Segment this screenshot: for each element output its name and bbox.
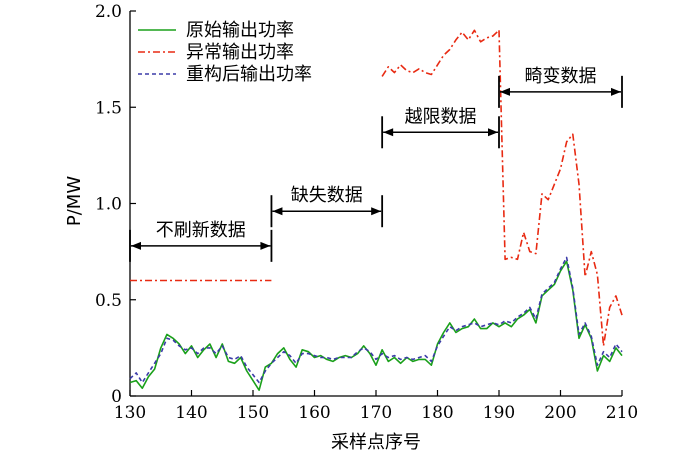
annotations: 不刷新数据 缺失数据 越限数据 畸变数据 [129, 66, 623, 262]
series-line-3 [129, 256, 623, 384]
x-tick-label: 190 [483, 403, 515, 423]
annotation-arrowhead [260, 241, 271, 250]
annotation-arrowhead [488, 128, 498, 137]
x-tick-label: 180 [421, 403, 453, 423]
plot-area [129, 29, 623, 392]
x-tick-label: 160 [298, 403, 330, 423]
y-tick-label: 2.0 [95, 2, 122, 22]
x-tick-label: 170 [360, 403, 392, 423]
y-axis: 0 0.5 1.0 1.5 2.0 [95, 2, 136, 407]
annotation-arrowhead [383, 128, 394, 137]
annotation-label: 缺失数据 [291, 185, 363, 206]
series-line-2 [498, 30, 623, 347]
x-tick-label: 130 [114, 403, 146, 423]
annotation-arrowhead [131, 241, 141, 250]
legend-label: 重构后输出功率 [186, 64, 312, 85]
x-axis: 130 140 150 160 170 180 190 200 210 [114, 390, 638, 423]
annotation-arrowhead [371, 207, 382, 216]
series-line-2 [381, 29, 500, 77]
y-tick-label: 0.5 [95, 291, 122, 311]
annotation-label: 越限数据 [405, 106, 477, 127]
annotation-label: 不刷新数据 [156, 220, 246, 241]
annotation-arrowhead [611, 87, 621, 96]
x-tick-label: 150 [237, 403, 269, 423]
annotation-label: 畸变数据 [525, 66, 597, 87]
y-tick-label: 0 [111, 387, 122, 407]
y-tick-label: 1.5 [95, 98, 122, 118]
y-axis-title: P/MW [64, 176, 85, 226]
x-tick-label: 140 [175, 403, 207, 423]
annotation-arrowhead [272, 207, 283, 216]
y-tick-label: 1.0 [95, 195, 122, 215]
series-line-1 [129, 260, 623, 392]
x-tick-label: 210 [606, 403, 638, 423]
legend-label: 原始输出功率 [186, 20, 294, 41]
legend-label: 异常输出功率 [186, 42, 294, 63]
annotation-arrowhead [500, 87, 510, 96]
x-axis-title: 采样点序号 [331, 432, 421, 453]
x-tick-label: 200 [544, 403, 576, 423]
